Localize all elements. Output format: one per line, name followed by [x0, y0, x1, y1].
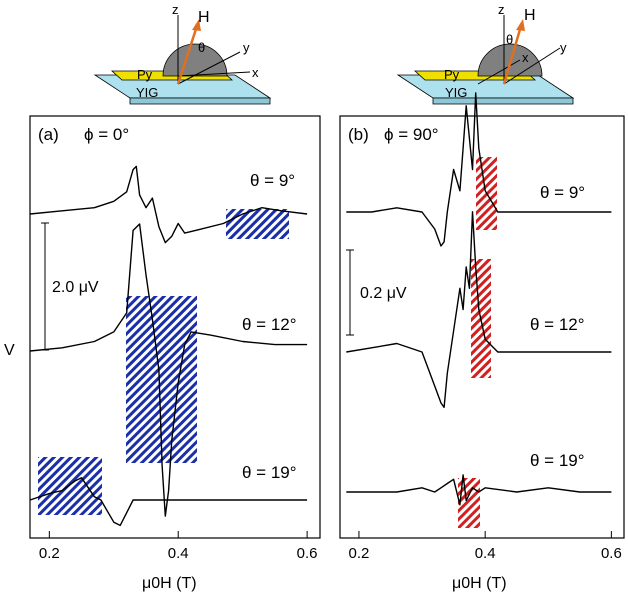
x-tick-label: 0.6 [297, 545, 318, 562]
x-label: x [252, 65, 259, 80]
y-label: y [560, 40, 567, 55]
x-axis [177, 71, 251, 77]
schematic-left: z H θ y x Py YIG [93, 2, 272, 105]
theta-label: θ = 19° [242, 463, 297, 482]
scale-bar-label: 2.0 μV [52, 279, 99, 296]
series-line [29, 165, 308, 244]
x-axis-title: μ0H (T) [452, 575, 507, 592]
hatch-box [38, 457, 102, 515]
curves [29, 165, 308, 527]
yig-substrate-side [432, 97, 574, 105]
x-tick-label: 0.2 [349, 545, 370, 562]
panel-label: (b) [348, 125, 369, 144]
x-ticks: 0.2 0.4 0.6 [349, 531, 622, 562]
py-label: Py [137, 67, 153, 82]
x-tick-label: 0.4 [475, 545, 496, 562]
series-line [346, 211, 612, 408]
py-label: Py [444, 67, 460, 82]
x-tick-label: 0.6 [601, 545, 622, 562]
series-line [346, 474, 612, 506]
condition-label: ϕ = 90° [384, 125, 439, 144]
yig-label: YIG [445, 85, 467, 100]
theta-label: θ = 9° [540, 183, 585, 202]
yig-substrate-side [129, 97, 271, 105]
y-axis-title: V [4, 342, 15, 359]
theta-label: θ = 9° [250, 171, 295, 190]
field-arrowhead [192, 19, 201, 31]
panel-b: (b) ϕ = 90° θ = 9° θ = 12° θ = 19° 0.2 μ… [339, 92, 625, 592]
series-line [346, 92, 612, 247]
panel-b-frame [339, 115, 625, 539]
x-ticks: 0.2 0.4 0.6 [39, 531, 318, 562]
y-label: y [243, 40, 250, 55]
panel-label: (a) [38, 125, 59, 144]
theta-label: θ = 12° [530, 315, 585, 334]
theta-label: θ = 19° [530, 451, 585, 470]
x-label: x [522, 50, 529, 65]
theta-label-diagram: θ [506, 32, 513, 47]
panel-a-frame [29, 115, 321, 539]
x-axis [477, 59, 521, 85]
curves [346, 92, 612, 506]
h-label: H [524, 7, 536, 24]
x-tick-label: 0.4 [168, 545, 189, 562]
z-label: z [172, 2, 179, 17]
hatch-box [458, 478, 480, 528]
yig-label: YIG [136, 85, 158, 100]
scale-bar-label: 0.2 μV [360, 285, 407, 302]
schematic-right: z H θ y x Py YIG [396, 2, 575, 105]
theta-label-diagram: θ [198, 40, 205, 55]
hatch-box [226, 209, 289, 239]
dome [162, 43, 228, 77]
y-axis [503, 47, 561, 85]
field-arrowhead [516, 19, 525, 31]
condition-label: ϕ = 0° [84, 125, 129, 144]
x-axis-title: μ0H (T) [142, 575, 197, 592]
y-axis [177, 51, 241, 85]
series-line [29, 477, 308, 527]
panel-a: (a) ϕ = 0° θ = 9° θ = 12° θ = 19° 2.0 μV… [29, 115, 321, 592]
z-label: z [498, 2, 505, 17]
x-tick-label: 0.2 [39, 545, 60, 562]
field-arrow [176, 25, 199, 85]
field-arrow [502, 25, 523, 85]
theta-label: θ = 12° [242, 315, 297, 334]
h-label: H [198, 9, 210, 26]
series-line [29, 223, 308, 517]
